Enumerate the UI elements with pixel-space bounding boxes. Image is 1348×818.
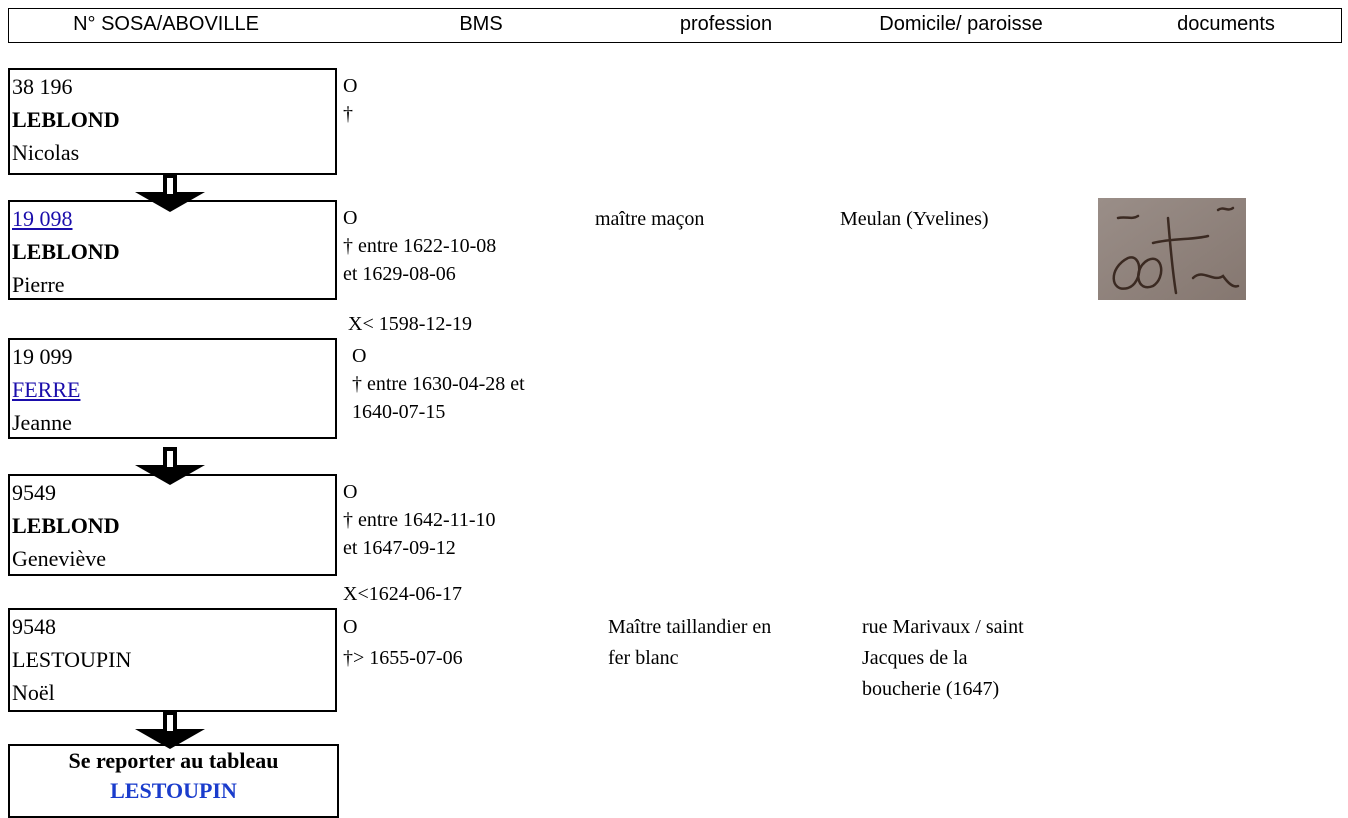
person-surname: LEBLOND bbox=[12, 107, 120, 132]
person-given-name: Jeanne bbox=[12, 410, 72, 435]
table-header: N° SOSA/ABOVILLE BMS profession Domicile/ p… bbox=[8, 8, 1342, 43]
bms-cell: O † entre 1630-04-28 et 1640-07-15 bbox=[352, 342, 525, 426]
person-number: 9548 bbox=[12, 614, 56, 639]
person-box: 9549 LEBLOND Geneviève bbox=[8, 474, 337, 576]
signature-image bbox=[1098, 198, 1246, 300]
down-arrow bbox=[135, 174, 205, 212]
domicile-cell: rue Marivaux / saint Jacques de la boucher… bbox=[862, 612, 1024, 705]
domicile-line: rue Marivaux / saint bbox=[862, 616, 1024, 638]
person-box: 9548 LESTOUPIN Noël bbox=[8, 608, 337, 712]
bms-cell: O † bbox=[343, 72, 357, 128]
reference-link[interactable]: LESTOUPIN bbox=[110, 778, 237, 803]
down-arrow bbox=[135, 711, 205, 749]
person-given-name: Pierre bbox=[12, 272, 65, 297]
bms-line: et 1629-08-06 bbox=[343, 263, 456, 285]
domicile-line: boucherie (1647) bbox=[862, 678, 1000, 700]
header-cell: profession bbox=[679, 13, 773, 35]
reference-box: Se reporter au tableau LESTOUPIN bbox=[8, 744, 339, 818]
person-box: 38 196 LEBLOND Nicolas bbox=[8, 68, 337, 175]
person-given-name: Noël bbox=[12, 680, 55, 705]
bms-cell: O † entre 1642-11-10 et 1647-09-12 bbox=[343, 478, 496, 562]
bms-cell: O †> 1655-07-06 bbox=[343, 612, 463, 674]
person-given-name: Nicolas bbox=[12, 140, 80, 165]
header-cell: Domicile/ paroisse bbox=[879, 13, 1043, 35]
bms-cell: O † entre 1622-10-08 et 1629-08-06 bbox=[343, 204, 496, 288]
domicile-line: Jacques de la bbox=[862, 647, 968, 669]
person-surname: LESTOUPIN bbox=[12, 647, 132, 672]
marriage-date: X<1624-06-17 bbox=[343, 583, 463, 605]
bms-line: O bbox=[352, 345, 367, 367]
person-number: 38 196 bbox=[12, 74, 73, 99]
bms-line: O bbox=[343, 75, 358, 97]
person-surname[interactable]: FERRE bbox=[12, 377, 81, 402]
bms-line: † entre 1642-11-10 bbox=[343, 509, 496, 531]
domicile-line: Meulan (Yvelines) bbox=[840, 208, 989, 230]
profession-line: maître maçon bbox=[595, 208, 705, 230]
bms-line: 1640-07-15 bbox=[352, 401, 446, 423]
person-box: 19 098 LEBLOND Pierre bbox=[8, 200, 337, 300]
bms-line: O bbox=[343, 481, 358, 503]
person-number: 19 099 bbox=[12, 344, 73, 369]
header-cell: BMS bbox=[459, 13, 503, 35]
bms-line: †> 1655-07-06 bbox=[343, 647, 463, 669]
header-cell: N° SOSA/ABOVILLE bbox=[73, 13, 259, 35]
person-number: 9549 bbox=[12, 480, 56, 505]
profession-cell: Maître taillandier en fer blanc bbox=[608, 612, 771, 674]
bms-line: † bbox=[343, 103, 353, 125]
down-arrow bbox=[135, 447, 205, 485]
person-box: 19 099 FERRE Jeanne bbox=[8, 338, 337, 439]
marriage-date: X< 1598-12-19 bbox=[348, 313, 473, 335]
person-given-name: Geneviève bbox=[12, 546, 107, 571]
profession-line: Maître taillandier en bbox=[608, 616, 772, 638]
domicile-cell: Meulan (Yvelines) bbox=[840, 204, 989, 235]
bms-line: et 1647-09-12 bbox=[343, 537, 456, 559]
bms-line: O bbox=[343, 207, 358, 229]
person-surname: LEBLOND bbox=[12, 239, 120, 264]
profession-cell: maître maçon bbox=[595, 204, 704, 235]
reference-text: Se reporter au tableau bbox=[68, 748, 279, 773]
person-number[interactable]: 19 098 bbox=[12, 206, 73, 231]
page: {"header": {"columns": ["N° SOSA/ABOVILL… bbox=[8, 8, 1342, 818]
profession-line: fer blanc bbox=[608, 647, 679, 669]
bms-line: † entre 1630-04-28 et bbox=[352, 373, 525, 395]
header-cell: documents bbox=[1177, 13, 1275, 35]
person-surname: LEBLOND bbox=[12, 513, 120, 538]
bms-line: † entre 1622-10-08 bbox=[343, 235, 497, 257]
bms-line: O bbox=[343, 616, 358, 638]
